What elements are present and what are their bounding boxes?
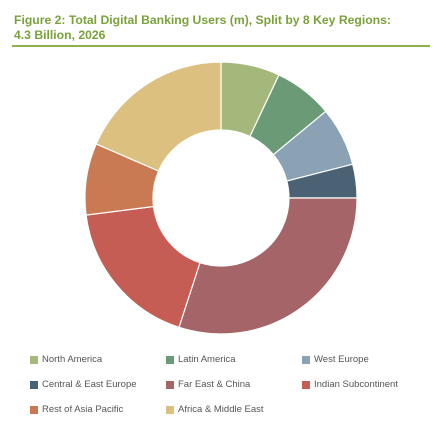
legend-label: Indian Subcontinent — [314, 379, 398, 390]
legend-item-far-east-china: Far East & China — [166, 379, 302, 390]
legend-item-rest-of-asia-pacific: Rest of Asia Pacific — [30, 404, 166, 415]
chart-title-line-1: Figure 2: Total Digital Banking Users (m… — [14, 13, 391, 27]
legend-label: North America — [42, 354, 103, 365]
chart-title: Figure 2: Total Digital Banking Users (m… — [14, 13, 430, 43]
legend-swatch — [166, 380, 174, 389]
legend-swatch — [166, 355, 174, 364]
legend-item-north-america: North America — [30, 354, 166, 365]
donut-slice-indian-subcontinent — [85, 205, 201, 329]
legend-label: West Europe — [314, 354, 369, 365]
donut-slice-far-east-china — [178, 197, 358, 335]
legend-item-indian-subcontinent: Indian Subcontinent — [302, 379, 432, 390]
legend-swatch — [302, 355, 310, 364]
chart-legend: North America Latin America West Europe … — [30, 354, 430, 415]
legend-item-central-east-europe: Central & East Europe — [30, 379, 166, 390]
legend-label: Central & East Europe — [42, 379, 137, 390]
donut-chart — [84, 61, 358, 335]
legend-item-africa-middle-east: Africa & Middle East — [166, 404, 302, 415]
legend-swatch — [30, 380, 38, 389]
legend-label: Rest of Asia Pacific — [42, 404, 124, 415]
legend-label: Latin America — [178, 354, 236, 365]
legend-label: Africa & Middle East — [178, 404, 264, 415]
legend-item-west-europe: West Europe — [302, 354, 432, 365]
donut-slice-africa-middle-east — [95, 61, 222, 172]
legend-swatch — [30, 405, 38, 414]
legend-swatch — [302, 380, 310, 389]
legend-label: Far East & China — [178, 379, 251, 390]
chart-title-line-2: 4.3 Billion, 2026 — [14, 28, 106, 42]
title-divider — [12, 45, 430, 47]
legend-swatch — [30, 355, 38, 364]
legend-swatch — [166, 405, 174, 414]
legend-item-latin-america: Latin America — [166, 354, 302, 365]
